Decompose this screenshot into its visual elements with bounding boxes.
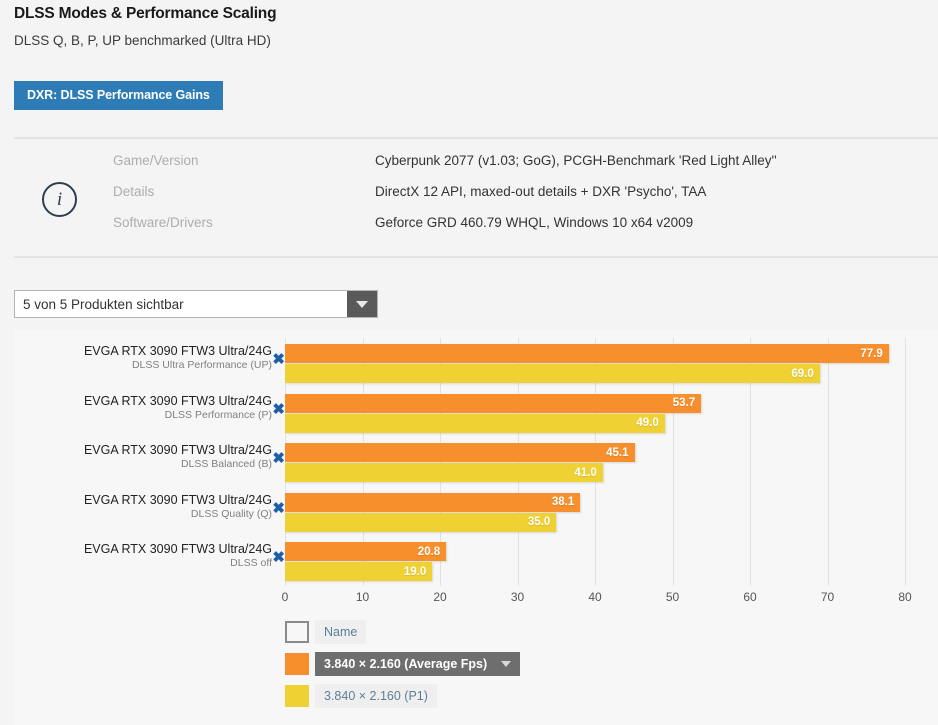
legend-label-text: 3.840 × 2.160 (P1) xyxy=(324,689,428,703)
legend-row-name[interactable]: Name xyxy=(285,620,520,644)
grid-line xyxy=(905,338,906,586)
chart-bar-value: 20.8 xyxy=(417,545,441,558)
chart-bar-value: 41.0 xyxy=(574,466,597,479)
chart-category-label: EVGA RTX 3090 FTW3 Ultra/24G DLSS Balance… xyxy=(22,443,272,471)
chart-category-label: EVGA RTX 3090 FTW3 Ultra/24G DLSS Ultra P… xyxy=(22,344,272,372)
benchmark-chart: EVGA RTX 3090 FTW3 Ultra/24G DLSS Ultra P… xyxy=(14,330,938,725)
product-setting: DLSS Balanced (B) xyxy=(180,458,272,471)
metadata-value: Cyberpunk 2077 (v1.03; GoG), PCGH-Benchm… xyxy=(375,153,777,168)
chart-plot-area: 77.9 69.0 53.7 49.0 45.1 41.0 38.1 35.0 20.8 19.0 xyxy=(285,338,906,586)
dxr-dlss-performance-gains-button[interactable]: DXR: DLSS Performance Gains xyxy=(14,81,223,110)
metadata-row: Details DirectX 12 API, maxed-out details… xyxy=(113,184,913,215)
legend-row-series[interactable]: 3.840 × 2.160 (P1) xyxy=(285,684,520,708)
x-axis-tick-label: 0 xyxy=(281,590,289,604)
chart-bar-group: 38.1 35.0 xyxy=(285,492,905,534)
chart-bar-group: 45.1 41.0 xyxy=(285,443,905,484)
page-title: DLSS Modes & Performance Scaling xyxy=(14,5,277,22)
chart-bar-value: 49.0 xyxy=(636,417,659,430)
product-name: EVGA RTX 3090 FTW3 Ultra/24G xyxy=(83,492,272,507)
product-name: EVGA RTX 3090 FTW3 Ultra/24G xyxy=(83,443,272,458)
info-icon: i xyxy=(42,182,77,217)
chart-bar-group: 53.7 49.0 xyxy=(285,393,905,435)
chart-bar[interactable]: 38.1 xyxy=(285,492,581,512)
x-axis-tick-label: 80 xyxy=(898,590,912,604)
legend-label[interactable]: 3.840 × 2.160 (Average Fps) xyxy=(315,652,521,676)
legend-row-series[interactable]: 3.840 × 2.160 (Average Fps) xyxy=(285,652,521,676)
chevron-down-icon[interactable] xyxy=(347,291,377,317)
chart-bar[interactable]: 69.0 xyxy=(285,364,820,383)
metadata-row: Game/Version Cyberpunk 2077 (v1.03; GoG),… xyxy=(113,153,913,184)
x-axis-tick-label: 70 xyxy=(820,590,835,604)
chart-bar-value: 77.9 xyxy=(860,347,883,360)
product-name: EVGA RTX 3090 FTW3 Ultra/24G xyxy=(83,542,272,557)
product-setting: DLSS Ultra Performance (UP) xyxy=(131,359,272,371)
metadata-key: Software/Drivers xyxy=(113,215,213,230)
metadata-row: Software/Drivers Geforce GRD 460.79 WHQL,… xyxy=(113,215,913,246)
legend-label: 3.840 × 2.160 (P1) xyxy=(315,684,437,708)
chart-bar-group: 77.9 69.0 xyxy=(285,344,905,385)
chart-category-label: EVGA RTX 3090 FTW3 Ultra/24G DLSS Quality… xyxy=(22,493,272,521)
chart-legend: Name 3.840 × 2.160 (Average Fps) 3.840 × 2… xyxy=(285,620,521,716)
chart-bar[interactable]: 20.8 xyxy=(285,542,447,562)
chart-bar[interactable]: 49.0 xyxy=(285,413,665,433)
product-setting: DLSS off xyxy=(230,557,272,570)
legend-label: Name xyxy=(315,620,367,644)
divider-top xyxy=(14,137,938,139)
page-subtitle: DLSS Q, B, P, UP benchmarked (Ultra HD) xyxy=(14,33,271,48)
legend-swatch-empty xyxy=(285,621,309,643)
legend-swatch-orange xyxy=(285,653,309,675)
chart-bar-group: 20.8 19.0 xyxy=(285,542,905,583)
metadata-value: DirectX 12 API, maxed-out details + DXR … xyxy=(375,184,707,199)
grid-line xyxy=(750,338,751,586)
chart-bar-value: 38.1 xyxy=(551,496,575,509)
product-visibility-value: 5 von 5 Produkten sichtbar xyxy=(23,296,184,312)
close-x-icon[interactable]: ✖ xyxy=(272,549,285,567)
legend-swatch-yellow xyxy=(285,685,309,707)
product-setting: DLSS Quality (Q) xyxy=(190,507,272,520)
chart-bar[interactable]: 77.9 xyxy=(285,344,889,363)
product-setting: DLSS Performance (P) xyxy=(164,408,272,421)
chart-x-axis: 0 10 20 30 40 50 60 70 80 xyxy=(281,586,912,610)
benchmark-metadata: Game/Version Cyberpunk 2077 (v1.03; GoG),… xyxy=(113,153,913,246)
chart-bar-value: 45.1 xyxy=(606,446,629,459)
x-axis-tick-label: 10 xyxy=(355,590,370,604)
close-x-icon[interactable]: ✖ xyxy=(272,400,285,418)
chart-bar-value: 19.0 xyxy=(403,565,427,578)
chart-bar[interactable]: 35.0 xyxy=(285,512,557,532)
x-axis-tick-label: 30 xyxy=(510,590,525,604)
chart-bar[interactable]: 19.0 xyxy=(285,562,433,582)
x-axis-tick-label: 40 xyxy=(588,590,602,604)
chart-bar-value: 53.7 xyxy=(672,397,696,410)
chart-bar-value: 69.0 xyxy=(791,367,814,380)
close-x-icon[interactable]: ✖ xyxy=(272,450,285,468)
chart-bar-value: 35.0 xyxy=(527,516,551,529)
x-axis-tick-label: 60 xyxy=(743,590,757,604)
x-axis-tick-label: 20 xyxy=(433,590,447,604)
metadata-key: Details xyxy=(113,184,155,199)
chart-bar[interactable]: 53.7 xyxy=(285,393,702,413)
metadata-value: Geforce GRD 460.79 WHQL, Windows 10 x64 … xyxy=(375,215,694,230)
chart-category-label: EVGA RTX 3090 FTW3 Ultra/24G DLSS off xyxy=(22,542,272,570)
close-x-icon[interactable]: ✖ xyxy=(272,499,285,517)
x-axis-tick-label: 50 xyxy=(665,590,680,604)
chart-category-labels: EVGA RTX 3090 FTW3 Ultra/24G DLSS Ultra P… xyxy=(14,338,285,586)
grid-line xyxy=(672,338,674,586)
chart-bar[interactable]: 45.1 xyxy=(285,443,635,463)
close-x-icon[interactable]: ✖ xyxy=(272,351,285,368)
product-name: EVGA RTX 3090 FTW3 Ultra/24G xyxy=(83,393,272,408)
grid-line xyxy=(827,338,829,586)
metadata-key: Game/Version xyxy=(113,153,199,168)
chart-bar[interactable]: 41.0 xyxy=(285,463,603,483)
chevron-down-icon[interactable] xyxy=(501,661,512,667)
legend-label-text: 3.840 × 2.160 (Average Fps) xyxy=(324,657,488,671)
product-name: EVGA RTX 3090 FTW3 Ultra/24G xyxy=(83,344,272,358)
product-visibility-select[interactable]: 5 von 5 Produkten sichtbar xyxy=(14,290,378,318)
divider-bottom xyxy=(14,256,938,258)
chart-category-label: EVGA RTX 3090 FTW3 Ultra/24G DLSS Perform… xyxy=(22,394,272,422)
